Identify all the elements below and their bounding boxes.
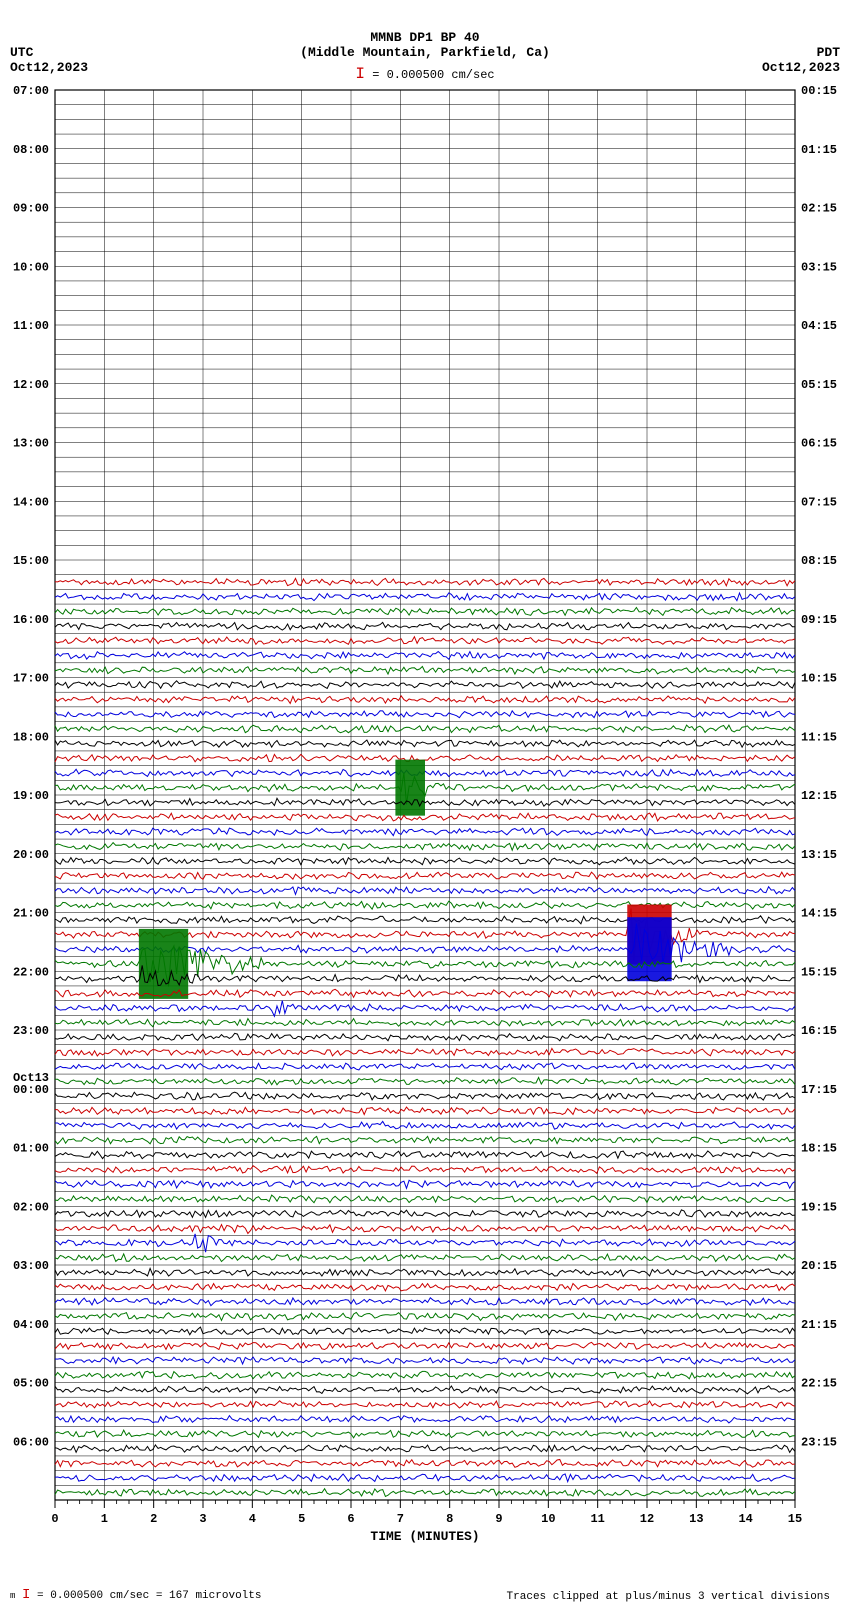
tz-right-label: PDT: [817, 45, 840, 60]
svg-text:Oct13: Oct13: [13, 1071, 49, 1085]
svg-text:08:00: 08:00: [13, 143, 49, 157]
svg-text:03:00: 03:00: [13, 1259, 49, 1273]
svg-text:02:15: 02:15: [801, 202, 837, 216]
svg-text:22:15: 22:15: [801, 1377, 837, 1391]
svg-text:05:15: 05:15: [801, 378, 837, 392]
svg-text:03:15: 03:15: [801, 260, 837, 274]
svg-text:14:00: 14:00: [13, 495, 49, 509]
svg-text:15: 15: [788, 1512, 802, 1526]
svg-text:14: 14: [738, 1512, 752, 1526]
svg-text:01:00: 01:00: [13, 1142, 49, 1156]
svg-text:13: 13: [689, 1512, 703, 1526]
tz-left-date: Oct12,2023: [10, 60, 88, 75]
svg-text:17:00: 17:00: [13, 672, 49, 686]
svg-text:22:00: 22:00: [13, 965, 49, 979]
svg-text:00:15: 00:15: [801, 85, 837, 98]
svg-text:4: 4: [249, 1512, 256, 1526]
svg-text:14:15: 14:15: [801, 907, 837, 921]
svg-text:01:15: 01:15: [801, 143, 837, 157]
svg-text:13:15: 13:15: [801, 848, 837, 862]
svg-text:09:00: 09:00: [13, 202, 49, 216]
tz-right-date: Oct12,2023: [762, 60, 840, 75]
scale-indicator: I = 0.000500 cm/sec: [0, 65, 850, 83]
svg-text:20:00: 20:00: [13, 848, 49, 862]
svg-text:06:00: 06:00: [13, 1435, 49, 1449]
svg-text:3: 3: [199, 1512, 206, 1526]
svg-text:08:15: 08:15: [801, 554, 837, 568]
svg-text:10:00: 10:00: [13, 260, 49, 274]
svg-text:15:15: 15:15: [801, 965, 837, 979]
svg-text:16:00: 16:00: [13, 613, 49, 627]
svg-text:04:00: 04:00: [13, 1318, 49, 1332]
svg-text:5: 5: [298, 1512, 305, 1526]
svg-text:16:15: 16:15: [801, 1024, 837, 1038]
svg-text:19:00: 19:00: [13, 789, 49, 803]
svg-text:12: 12: [640, 1512, 654, 1526]
svg-text:04:15: 04:15: [801, 319, 837, 333]
svg-text:11:00: 11:00: [13, 319, 49, 333]
scale-text: = 0.000500 cm/sec: [372, 68, 494, 82]
svg-text:7: 7: [397, 1512, 404, 1526]
svg-text:15:00: 15:00: [13, 554, 49, 568]
svg-text:11:15: 11:15: [801, 730, 837, 744]
svg-text:TIME (MINUTES): TIME (MINUTES): [370, 1529, 479, 1544]
svg-text:9: 9: [495, 1512, 502, 1526]
svg-text:10:15: 10:15: [801, 672, 837, 686]
svg-text:19:15: 19:15: [801, 1200, 837, 1214]
svg-text:23:00: 23:00: [13, 1024, 49, 1038]
svg-text:05:00: 05:00: [13, 1377, 49, 1391]
svg-text:10: 10: [541, 1512, 555, 1526]
svg-text:20:15: 20:15: [801, 1259, 837, 1273]
svg-text:06:15: 06:15: [801, 437, 837, 451]
svg-text:17:15: 17:15: [801, 1083, 837, 1097]
svg-text:23:15: 23:15: [801, 1435, 837, 1449]
svg-text:18:00: 18:00: [13, 730, 49, 744]
svg-text:07:00: 07:00: [13, 85, 49, 98]
footer-scale: m I = 0.000500 cm/sec = 167 microvolts: [10, 1587, 261, 1603]
footer-clip-note: Traces clipped at plus/minus 3 vertical …: [507, 1591, 830, 1603]
svg-text:1: 1: [101, 1512, 108, 1526]
seismogram-plot: 07:00 00:15 08:00 01:15 09:00 02:15 10:00 03:15…: [0, 85, 850, 1555]
svg-text:6: 6: [347, 1512, 354, 1526]
svg-text:12:15: 12:15: [801, 789, 837, 803]
svg-text:07:15: 07:15: [801, 495, 837, 509]
svg-text:11: 11: [590, 1512, 604, 1526]
svg-text:0: 0: [51, 1512, 58, 1526]
svg-text:8: 8: [446, 1512, 453, 1526]
svg-text:02:00: 02:00: [13, 1200, 49, 1214]
svg-text:09:15: 09:15: [801, 613, 837, 627]
svg-text:12:00: 12:00: [13, 378, 49, 392]
svg-text:21:15: 21:15: [801, 1318, 837, 1332]
svg-text:2: 2: [150, 1512, 157, 1526]
svg-text:18:15: 18:15: [801, 1142, 837, 1156]
chart-title-2: (Middle Mountain, Parkfield, Ca): [0, 45, 850, 60]
chart-title-1: MMNB DP1 BP 40: [0, 30, 850, 45]
svg-text:13:00: 13:00: [13, 437, 49, 451]
svg-text:00:00: 00:00: [13, 1083, 49, 1097]
tz-left-label: UTC: [10, 45, 33, 60]
svg-text:21:00: 21:00: [13, 907, 49, 921]
